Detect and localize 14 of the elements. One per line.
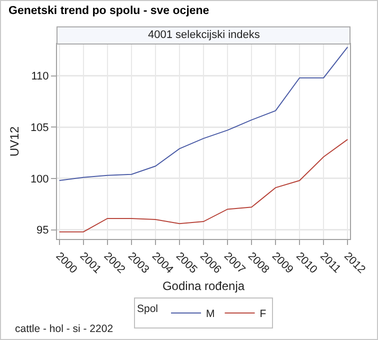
chart-title: Genetski trend po spolu - sve ocjene (8, 5, 210, 18)
line-series (58, 46, 348, 181)
legend-label: F (260, 308, 266, 320)
legend-label: M (206, 308, 215, 320)
x-axis-title: Godina rođenja (162, 278, 245, 293)
line-series (58, 138, 348, 232)
y-tick-label: 95 (36, 224, 49, 237)
chart-subtitle: 4001 selekcijski indeks (148, 29, 260, 41)
y-tick-label: 105 (30, 122, 49, 134)
text: cattle - hol - si - 2202 (15, 323, 114, 335)
y-tick-label: 100 (30, 173, 49, 186)
y-tick-label: 110 (31, 70, 49, 83)
y-axis-title: UV12 (8, 126, 22, 157)
legend-title: Spol (137, 303, 158, 316)
